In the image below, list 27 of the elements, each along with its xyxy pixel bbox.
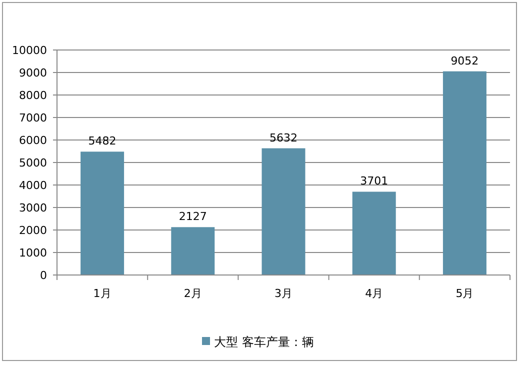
bar bbox=[80, 152, 124, 275]
y-tick-label: 6000 bbox=[19, 134, 47, 147]
y-tick-label: 10000 bbox=[12, 44, 47, 57]
x-tick-label: 5月 bbox=[456, 287, 474, 300]
y-tick-label: 5000 bbox=[19, 156, 47, 170]
bar bbox=[442, 71, 486, 275]
y-tick-label: 2000 bbox=[19, 224, 47, 237]
y-tick-label: 1000 bbox=[19, 246, 47, 260]
data-label: 5632 bbox=[270, 131, 298, 144]
x-tick-label: 4月 bbox=[365, 287, 384, 300]
y-tick-label: 4000 bbox=[19, 178, 47, 192]
x-tick-label: 1月 bbox=[93, 287, 112, 300]
data-label: 9052 bbox=[450, 54, 479, 68]
y-tick-label: 7000 bbox=[19, 111, 47, 124]
y-tick-label: 3000 bbox=[19, 201, 47, 214]
y-tick-label: 0 bbox=[40, 268, 47, 282]
bar bbox=[352, 192, 396, 275]
data-label: 2127 bbox=[178, 210, 207, 224]
data-label: 5482 bbox=[88, 134, 116, 148]
y-tick-label: 8000 bbox=[19, 88, 47, 102]
y-tick-label: 9000 bbox=[19, 66, 47, 80]
bar bbox=[262, 148, 306, 275]
x-tick-label: 3月 bbox=[274, 287, 292, 300]
x-tick-label: 2月 bbox=[184, 287, 202, 300]
data-label: 3701 bbox=[360, 174, 388, 188]
bar bbox=[171, 227, 215, 275]
legend-label: 大型 客车产量：辆 bbox=[214, 335, 314, 350]
